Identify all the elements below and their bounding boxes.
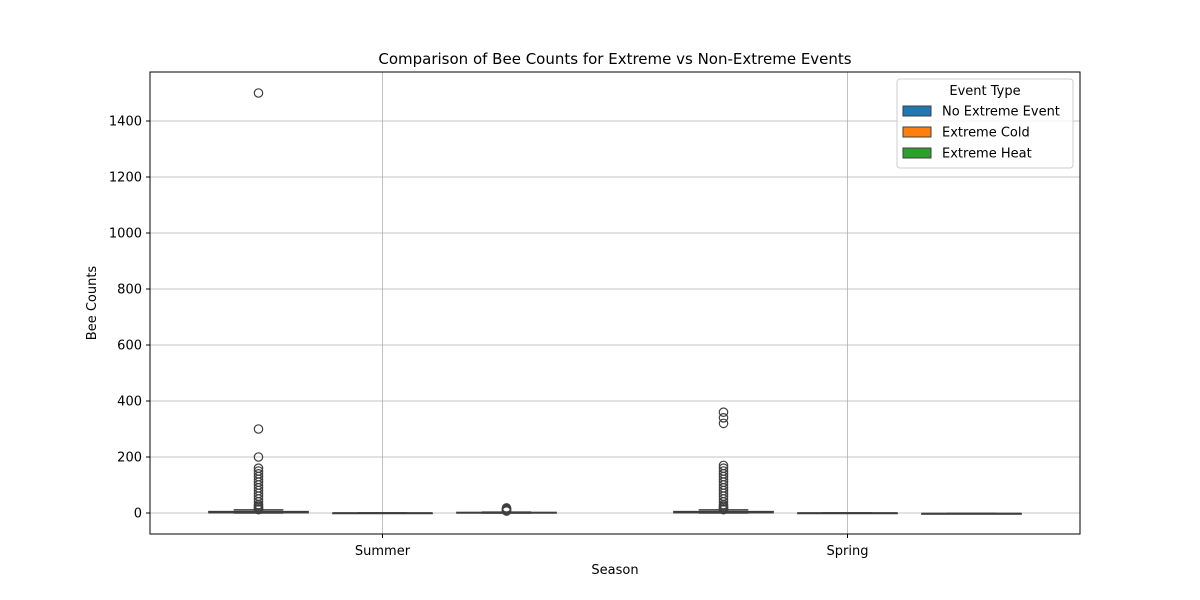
box-plot-element (673, 407, 774, 515)
box-plot-element (208, 88, 309, 515)
legend-frame (896, 78, 1074, 169)
legend-title: Event Type (949, 84, 1020, 99)
y-tick-label: 1000 (109, 227, 142, 242)
legend-swatch (902, 147, 932, 159)
outlier-point (718, 418, 729, 429)
y-tick-label: 800 (117, 283, 142, 298)
outlier-point (501, 506, 512, 516)
y-axis-label: Bee Counts (85, 266, 100, 341)
box-plot-element (797, 512, 898, 515)
legend-label: No Extreme Event (942, 105, 1060, 120)
grid-layer (150, 72, 1080, 534)
legend-label: Extreme Heat (942, 147, 1032, 162)
box-layer (208, 88, 1022, 516)
axis-layer: 0 200 400 600 800 1000 1200 1400 Summer Spring (109, 115, 869, 560)
y-tick-label: 400 (117, 395, 142, 410)
legend: Event Type No Extreme Event Extreme Cold E… (896, 78, 1074, 169)
outlier-point (718, 407, 729, 417)
legend-swatch (902, 126, 932, 138)
x-axis-label: Season (591, 563, 638, 578)
x-tick-label: Summer (355, 544, 411, 559)
outlier-point (253, 452, 264, 462)
y-tick-label: 0 (134, 507, 142, 522)
chart-title: Comparison of Bee Counts for Extreme vs … (378, 50, 851, 68)
box-plot-element (921, 512, 1022, 515)
legend-swatch (902, 105, 932, 117)
y-tick-label: 1200 (109, 171, 142, 186)
outlier-point (253, 424, 264, 434)
box-plot-element (456, 503, 557, 516)
outlier-point (718, 504, 729, 515)
legend-items: No Extreme Event Extreme Cold Extreme Heat (902, 105, 1060, 162)
y-tick-label: 1400 (109, 115, 142, 130)
outlier-point (718, 412, 729, 423)
plot-frame (149, 71, 1081, 535)
y-tick-label: 600 (117, 339, 142, 354)
x-tick-label: Spring (827, 544, 869, 559)
legend-label: Extreme Cold (942, 126, 1030, 141)
outlier-point (253, 88, 264, 98)
outlier-point (253, 504, 264, 515)
box-plot-element (332, 512, 433, 515)
y-tick-label: 200 (117, 451, 142, 466)
